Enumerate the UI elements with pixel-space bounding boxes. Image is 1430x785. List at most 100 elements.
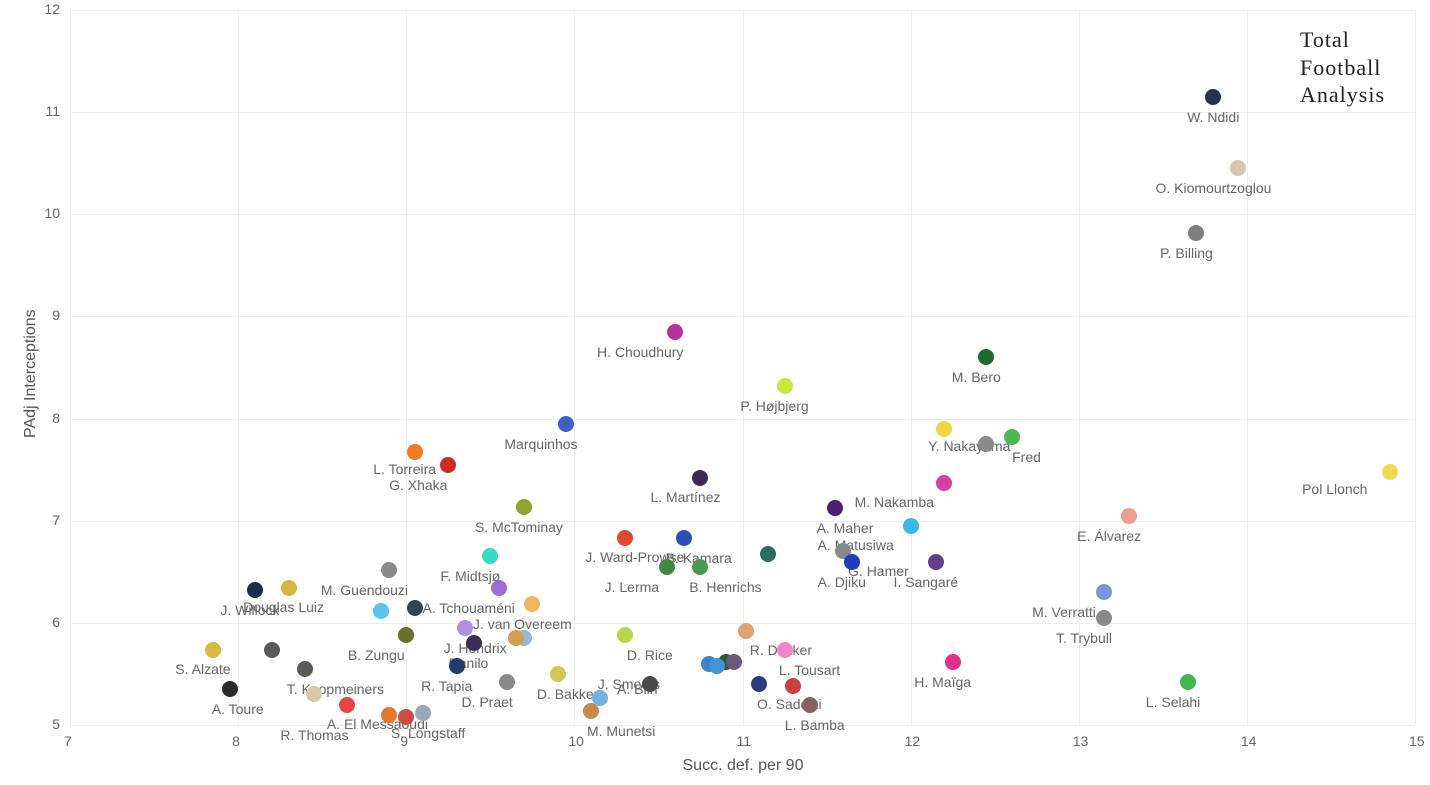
y-tick-label: 12	[44, 1, 60, 17]
scatter-chart: W. NdidiO. KiomourtzoglouP. BillingH. Ch…	[0, 0, 1430, 785]
x-tick-label: 12	[905, 733, 921, 749]
data-point	[440, 457, 456, 473]
data-point	[777, 378, 793, 394]
data-point-label: L. Torreira	[373, 461, 436, 477]
y-tick-label: 5	[52, 716, 60, 732]
data-point-label: I. Sangaré	[894, 574, 959, 590]
gridline-vertical	[743, 10, 744, 725]
data-point-label: D. Praet	[461, 694, 512, 710]
data-point	[642, 676, 658, 692]
data-point-label: T. Trybull	[1056, 630, 1112, 646]
x-tick-label: 14	[1241, 733, 1257, 749]
x-tick-label: 8	[232, 733, 240, 749]
data-point	[1096, 584, 1112, 600]
data-point-label: M. Munetsi	[587, 723, 655, 739]
data-point-label: H. Choudhury	[597, 344, 683, 360]
gridline-vertical	[911, 10, 912, 725]
data-point-label: A. Matusiwa	[818, 537, 894, 553]
data-point-label: G. Xhaka	[389, 477, 447, 493]
data-point	[978, 349, 994, 365]
data-point	[802, 697, 818, 713]
data-point-label: M. Verratti	[1032, 604, 1096, 620]
data-point	[491, 580, 507, 596]
logo-line: Football	[1300, 54, 1385, 82]
data-point	[978, 436, 994, 452]
data-point-label: P. Højbjerg	[740, 398, 808, 414]
data-point-label: Y. Nakayama	[928, 438, 1010, 454]
x-axis-label: Succ. def. per 90	[683, 757, 804, 775]
data-point-label: L. Bamba	[785, 717, 845, 733]
data-point-label: R. Thomas	[280, 727, 348, 743]
x-tick-label: 7	[64, 733, 72, 749]
data-point	[709, 658, 725, 674]
data-point-label: A. Tchouaméni	[423, 600, 515, 616]
data-point	[264, 642, 280, 658]
data-point	[297, 661, 313, 677]
data-point	[281, 580, 297, 596]
data-point	[415, 705, 431, 721]
data-point	[524, 596, 540, 612]
data-point	[659, 559, 675, 575]
data-point-label: A. Djiku	[818, 574, 866, 590]
data-point	[205, 642, 221, 658]
data-point-label: M. Guendouzi	[321, 582, 408, 598]
data-point	[676, 530, 692, 546]
plot-area: W. NdidiO. KiomourtzoglouP. BillingH. Ch…	[70, 10, 1415, 725]
data-point	[692, 470, 708, 486]
gridline-horizontal	[70, 725, 1415, 726]
y-tick-label: 6	[52, 614, 60, 630]
data-point	[760, 546, 776, 562]
data-point-label: R. Tapia	[421, 678, 472, 694]
data-point	[726, 654, 742, 670]
data-point-label: P. Billing	[1160, 245, 1213, 261]
data-point-label: D. Bakker	[537, 686, 598, 702]
data-point	[398, 709, 414, 725]
data-point	[499, 674, 515, 690]
data-point	[466, 635, 482, 651]
x-tick-label: 10	[568, 733, 584, 749]
data-point	[1096, 610, 1112, 626]
data-point	[738, 623, 754, 639]
data-point	[449, 658, 465, 674]
data-point-label: M. Nakamba	[855, 494, 934, 510]
y-tick-label: 11	[45, 103, 60, 119]
data-point	[1382, 464, 1398, 480]
y-tick-label: 9	[52, 307, 60, 323]
data-point	[398, 627, 414, 643]
data-point	[1205, 89, 1221, 105]
data-point	[777, 642, 793, 658]
x-tick-label: 13	[1073, 733, 1089, 749]
data-point	[1188, 225, 1204, 241]
gridline-vertical	[70, 10, 71, 725]
data-point	[407, 600, 423, 616]
data-point	[558, 416, 574, 432]
data-point	[617, 530, 633, 546]
data-point-label: H. Maïga	[914, 674, 971, 690]
data-point	[407, 444, 423, 460]
data-point	[583, 703, 599, 719]
data-point	[508, 630, 524, 646]
data-point-label: B. Zungu	[348, 647, 405, 663]
y-tick-label: 8	[52, 410, 60, 426]
data-point	[844, 554, 860, 570]
data-point-label: D. Rice	[627, 647, 673, 663]
data-point	[1230, 160, 1246, 176]
data-point-label: Pol Llonch	[1302, 481, 1367, 497]
data-point-label: Fred	[1012, 449, 1041, 465]
data-point	[222, 681, 238, 697]
data-point-label: J. Willock	[220, 602, 279, 618]
data-point	[751, 676, 767, 692]
data-point	[457, 620, 473, 636]
gridline-vertical	[1415, 10, 1416, 725]
data-point	[516, 499, 532, 515]
data-point	[1180, 674, 1196, 690]
gridline-vertical	[406, 10, 407, 725]
gridline-vertical	[1247, 10, 1248, 725]
x-tick-label: 9	[400, 733, 408, 749]
data-point-label: S. Alzate	[175, 661, 230, 677]
logo-line: Analysis	[1300, 81, 1385, 109]
data-point	[945, 654, 961, 670]
data-point-label: T. Koopmeiners	[287, 681, 384, 697]
data-point-label: A. Maher	[817, 520, 874, 536]
data-point	[936, 421, 952, 437]
